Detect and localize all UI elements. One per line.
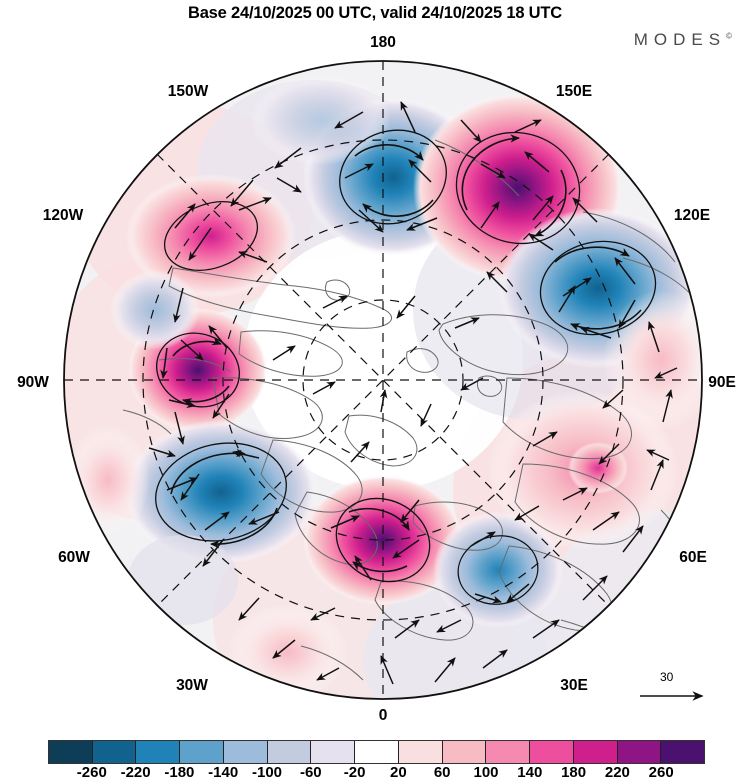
lon-label-30e: 30E: [560, 677, 588, 694]
anomaly-center-atlantic-positive: [303, 475, 463, 605]
colorbar-tick-label: 220: [604, 764, 630, 781]
colorbar-cell: [180, 741, 224, 763]
lon-label-60w: 60W: [58, 549, 90, 566]
colorbar-tick-label: 100: [473, 764, 499, 781]
meridian-135e-45w: [156, 153, 610, 607]
colorbar-cell: [530, 741, 574, 763]
lon-label-120w: 120W: [42, 207, 84, 224]
colorbar-tick-label: 260: [648, 764, 674, 781]
colorbar-tick-label: 60: [433, 764, 451, 781]
polar-map-svg: [63, 60, 703, 700]
latitude-circle-60: [302, 299, 464, 461]
colorbar-cell: [267, 741, 312, 763]
logo-text: MODES: [633, 30, 727, 49]
lon-label-90e: 90E: [708, 374, 736, 391]
colorbar-cell: [617, 741, 662, 763]
modes-logo: MODES©: [634, 30, 732, 50]
colorbar: [48, 740, 705, 764]
reference-vector-arrow-icon: [640, 691, 704, 701]
lon-label-150w: 150W: [167, 83, 209, 100]
colorbar-cell: [442, 741, 487, 763]
colorbar-tick-label: -220: [120, 764, 151, 781]
lon-label-180: 180: [370, 34, 396, 51]
colorbar-tick-label: -140: [208, 764, 239, 781]
colorbar-cell: [486, 741, 531, 763]
colorbar-tick-label: -260: [76, 764, 107, 781]
colorbar-cell: [573, 741, 618, 763]
registered-mark-icon: ©: [726, 31, 732, 41]
reference-vector: 30: [638, 670, 712, 706]
colorbar-cell: [136, 741, 181, 763]
map-field-layer: [64, 61, 702, 699]
meridians: [64, 61, 702, 699]
colorbar-tick-label: -100: [251, 764, 283, 781]
colorbar-cell: [92, 741, 137, 763]
circulation-arcs: [170, 134, 642, 573]
colorbar-cell: [49, 741, 93, 763]
wind-vectors: [148, 101, 678, 685]
colorbar-tick-label: 140: [517, 764, 543, 781]
colorbar-tick-label: 180: [561, 764, 587, 781]
colorbar-tick-label: -180: [164, 764, 195, 781]
colorbar-cell: [398, 741, 443, 763]
lon-label-60e: 60E: [679, 549, 707, 566]
colorbar-tick-label: -60: [299, 764, 322, 781]
colorbar-tick-label: 20: [390, 764, 407, 781]
latitude-circles: [142, 139, 624, 621]
lon-label-120e: 120E: [673, 207, 711, 224]
polar-map: [63, 60, 703, 700]
colorbar-cell: [223, 741, 268, 763]
colorbar-cell: [355, 741, 399, 763]
page-title: Base 24/10/2025 00 UTC, valid 24/10/2025…: [187, 4, 562, 22]
colorbar-cell: [661, 741, 705, 763]
latitude-circle-20: [142, 139, 624, 621]
anomaly-center-mediterranean-negative: [433, 512, 563, 628]
reference-vector-label: 30: [660, 670, 674, 684]
lon-label-90w: 90W: [17, 374, 49, 391]
colorbar-ticklabels: -260 -220 -180 -140 -100 -60 -20 20 60 100 140 180 2…: [48, 764, 705, 784]
lon-label-0: 0: [378, 707, 388, 724]
lon-label-30w: 30W: [176, 677, 208, 694]
colorbar-cell: [311, 741, 356, 763]
lon-label-150e: 150E: [555, 83, 593, 100]
colorbar-tick-label: -20: [343, 764, 366, 781]
globe-outline: [63, 60, 703, 700]
latitude-circle-40: [222, 219, 544, 541]
meridian-135w-45e: [156, 153, 610, 607]
